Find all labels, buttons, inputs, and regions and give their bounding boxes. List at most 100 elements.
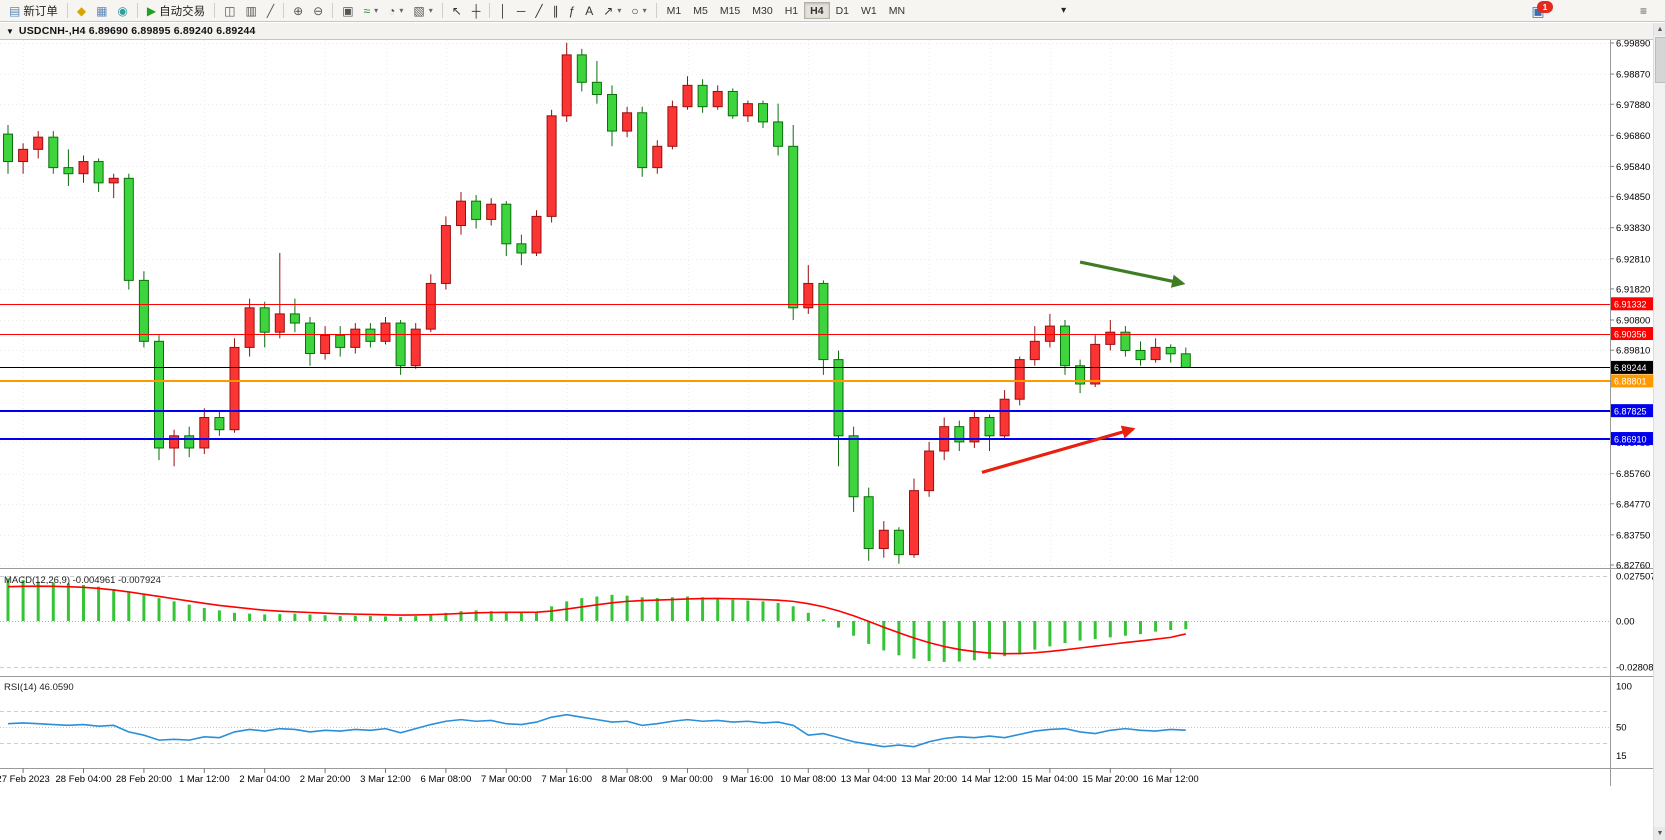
- zoom-in-button[interactable]: ⊕: [288, 2, 308, 20]
- toolbar-overflow-icon[interactable]: ▾: [1061, 5, 1067, 16]
- equidistant-channel-button[interactable]: ∥: [548, 2, 564, 20]
- new-order-button[interactable]: ▤ 新订单: [4, 2, 63, 20]
- green-arrow[interactable]: [1079, 260, 1186, 288]
- toolbar-separator: [489, 3, 491, 18]
- indicators-icon: ≈: [363, 3, 371, 18]
- scroll-up-icon[interactable]: ▲: [1654, 23, 1665, 36]
- price-chart-canvas[interactable]: 6.99890 6.98870 6.97880 6.96860 6.95840 6.948…: [0, 40, 1653, 840]
- candle: [395, 322, 406, 367]
- timeframe-d1-button[interactable]: D1: [830, 2, 855, 19]
- candle: [848, 435, 859, 498]
- trendline-button[interactable]: ╱: [530, 2, 547, 20]
- candle: [576, 54, 587, 83]
- candle: [652, 145, 663, 169]
- line-chart-button[interactable]: ╱: [262, 2, 279, 20]
- crosshair-icon: ┼: [471, 3, 481, 18]
- candle: [48, 136, 59, 169]
- timeframe-w1-button[interactable]: W1: [855, 2, 883, 19]
- periods-button[interactable]: ◔ ▾: [383, 2, 408, 20]
- svg-text:9 Mar 16:00: 9 Mar 16:00: [723, 774, 774, 785]
- candle: [93, 161, 104, 184]
- menu-icon[interactable]: ≡: [1639, 3, 1647, 18]
- timeframe-m30-button[interactable]: M30: [746, 2, 778, 19]
- horizontal-line-button[interactable]: ─: [512, 2, 531, 20]
- notifications-button[interactable]: ▣1: [1528, 0, 1553, 20]
- text-label-button[interactable]: A: [580, 2, 598, 20]
- time-axis[interactable]: 27 Feb 2023 28 Feb 04:00 28 Feb 20:00 1 Mar…: [0, 768, 1199, 785]
- market-watch-button[interactable]: ◆: [72, 2, 91, 20]
- candle: [682, 84, 693, 108]
- price-axis[interactable]: 6.99890 6.98870 6.97880 6.96860 6.95840 6.948…: [1610, 40, 1653, 572]
- svg-text:6.94850: 6.94850: [1616, 192, 1650, 203]
- timeframe-mn-button[interactable]: MN: [883, 2, 911, 19]
- scroll-down-icon[interactable]: ▼: [1654, 827, 1665, 840]
- candle: [3, 133, 13, 163]
- svg-text:14 Mar 12:00: 14 Mar 12:00: [962, 774, 1018, 785]
- tile-windows-button[interactable]: ▣: [337, 2, 358, 20]
- candle: [742, 103, 753, 117]
- fibonacci-button[interactable]: ƒ: [564, 2, 581, 20]
- svg-text:13 Mar 20:00: 13 Mar 20:00: [901, 774, 957, 785]
- candle: [184, 435, 195, 449]
- candle: [440, 225, 451, 284]
- toolbar-separator: [136, 3, 138, 18]
- candle: [561, 54, 572, 117]
- data-window-button[interactable]: ▦: [91, 2, 112, 20]
- bar-chart-button[interactable]: ◫: [219, 2, 240, 20]
- shapes-button[interactable]: ○ ▾: [626, 2, 651, 20]
- timeframe-h4-button[interactable]: H4: [804, 2, 830, 19]
- svg-text:15 Mar 20:00: 15 Mar 20:00: [1082, 774, 1138, 785]
- auto-trading-button[interactable]: ▶ 自动交易: [142, 2, 210, 20]
- trend-arrows[interactable]: [981, 260, 1186, 474]
- candle: [893, 529, 904, 556]
- navigator-button[interactable]: ◉: [112, 2, 132, 20]
- crosshair-button[interactable]: ┼: [467, 2, 486, 20]
- candlestick-chart-button[interactable]: ▥: [240, 2, 261, 20]
- rsi-pane: RSI(14) 46.0590 100 50 15: [0, 682, 1632, 762]
- red-arrow[interactable]: [981, 425, 1136, 474]
- candle: [138, 279, 149, 342]
- svg-text:MACD(12,26,9) -0.004961 -0.007: MACD(12,26,9) -0.004961 -0.007924: [4, 575, 161, 586]
- candle: [667, 106, 678, 147]
- cursor-button[interactable]: ↖: [447, 2, 467, 20]
- dropdown-caret-icon: ▾: [617, 6, 622, 15]
- svg-text:6.85760: 6.85760: [1616, 469, 1650, 480]
- price-badge: [1611, 297, 1653, 311]
- auto-trading-icon: ▶: [146, 3, 157, 18]
- svg-text:27 Feb 2023: 27 Feb 2023: [0, 774, 50, 785]
- candle: [425, 282, 436, 330]
- rsi-line: [7, 713, 1186, 748]
- svg-text:7 Mar 16:00: 7 Mar 16:00: [541, 774, 592, 785]
- chart-title-bar: ▼ USDCNH-,H4 6.89690 6.89895 6.89240 6.8…: [0, 23, 1653, 40]
- vertical-scrollbar[interactable]: ▲ ▼: [1653, 23, 1665, 840]
- chevron-down-icon[interactable]: ▼: [6, 26, 14, 36]
- svg-text:6.84770: 6.84770: [1616, 499, 1650, 510]
- price-badge: [1611, 360, 1653, 374]
- candle: [531, 215, 542, 254]
- candle: [123, 177, 134, 281]
- svg-text:16 Mar 12:00: 16 Mar 12:00: [1143, 774, 1199, 785]
- vertical-line-button[interactable]: │: [494, 2, 512, 20]
- svg-text:50: 50: [1616, 723, 1627, 734]
- tile-windows-icon: ▣: [342, 3, 354, 18]
- svg-text:2 Mar 04:00: 2 Mar 04:00: [239, 774, 290, 785]
- svg-text:28 Feb 20:00: 28 Feb 20:00: [116, 774, 172, 785]
- horizontal-lines[interactable]: [0, 304, 1610, 440]
- timeframe-h1-button[interactable]: H1: [779, 2, 804, 19]
- arrows-tool-button[interactable]: ↗ ▾: [598, 2, 626, 20]
- svg-text:6.86910: 6.86910: [1614, 434, 1647, 444]
- candle: [909, 490, 919, 556]
- scrollbar-thumb[interactable]: [1655, 37, 1665, 83]
- templates-icon: ▧: [413, 3, 425, 18]
- candle: [1105, 331, 1116, 345]
- indicators-button[interactable]: ≈ ▾: [359, 2, 384, 20]
- candle: [229, 346, 240, 431]
- timeframe-m5-button[interactable]: M5: [687, 2, 714, 19]
- svg-text:3 Mar 12:00: 3 Mar 12:00: [360, 774, 411, 785]
- candle: [244, 307, 255, 348]
- timeframe-m1-button[interactable]: M1: [661, 2, 688, 19]
- arrows-tool-icon: ↗: [603, 3, 614, 18]
- templates-button[interactable]: ▧ ▾: [408, 2, 437, 20]
- timeframe-m15-button[interactable]: M15: [714, 2, 746, 19]
- zoom-out-button[interactable]: ⊖: [308, 2, 328, 20]
